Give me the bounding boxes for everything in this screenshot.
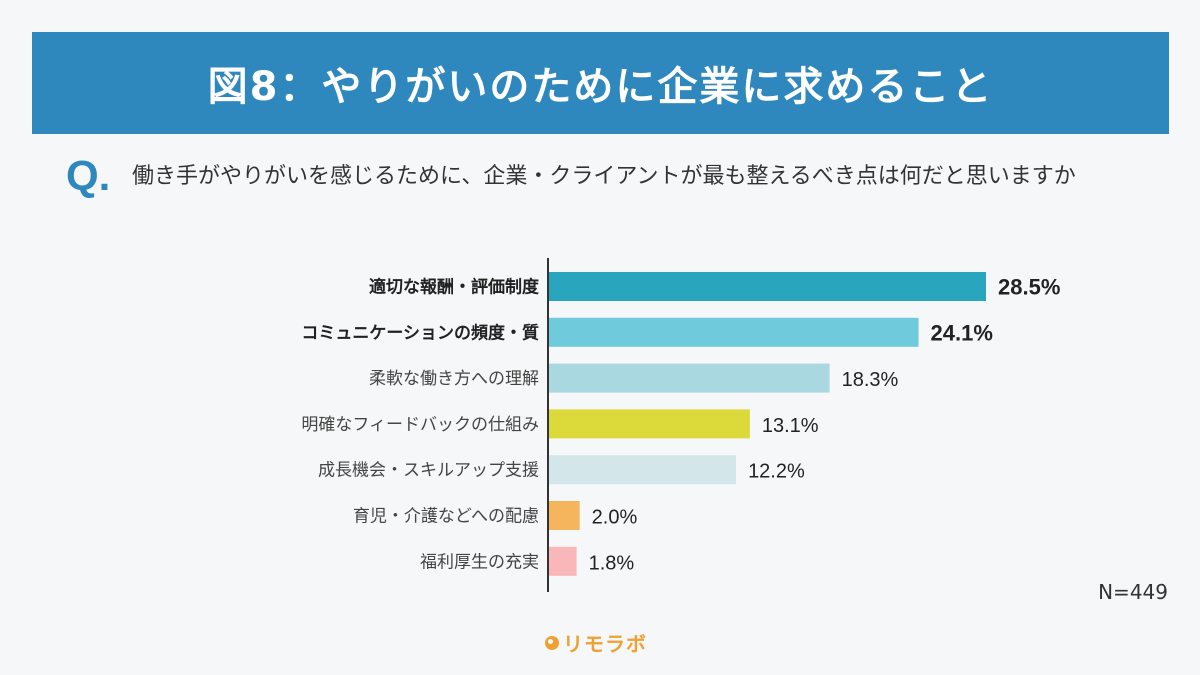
value-label: 2.0% (592, 507, 638, 529)
bar (549, 272, 986, 301)
bar (549, 409, 750, 439)
title-banner: 図8：やりがいのために企業に求めること (32, 32, 1169, 134)
value-label: 18.3% (842, 369, 899, 391)
bar (549, 363, 830, 393)
bar (549, 455, 737, 485)
value-label: 24.1% (931, 320, 993, 345)
question-text: 働き手がやりがいを感じるために、企業・クライアントが最も整えるべき点は何だと思い… (132, 164, 1076, 189)
brand-name: リモラボ (563, 632, 647, 656)
value-label: 12.2% (748, 461, 805, 483)
category-label: コミュニケーションの頻度・質 (301, 322, 539, 343)
chart-title: 図8：やりがいのために企業に求めること (207, 64, 994, 110)
value-label: 13.1% (762, 415, 819, 437)
value-label: 28.5% (998, 275, 1060, 300)
category-label: 適切な報酬・評価制度 (369, 277, 540, 298)
bar (549, 317, 919, 347)
category-label: 育児・介護などへの配慮 (353, 507, 539, 527)
question-mark: Q. (66, 152, 111, 199)
category-label: 福利厚生の充実 (420, 552, 539, 572)
logo-dot-icon (545, 635, 559, 650)
bar (549, 501, 580, 530)
category-label: 柔軟な働き方への理解 (369, 369, 539, 389)
sample-size-label: N=449 (1098, 580, 1168, 604)
brand-logo: リモラボ (545, 628, 647, 657)
category-label: 明確なフィードバックの仕組み (301, 415, 539, 435)
category-label: 成長機会・スキルアップ支援 (318, 461, 539, 481)
bar (549, 546, 577, 576)
value-label: 1.8% (589, 552, 635, 574)
